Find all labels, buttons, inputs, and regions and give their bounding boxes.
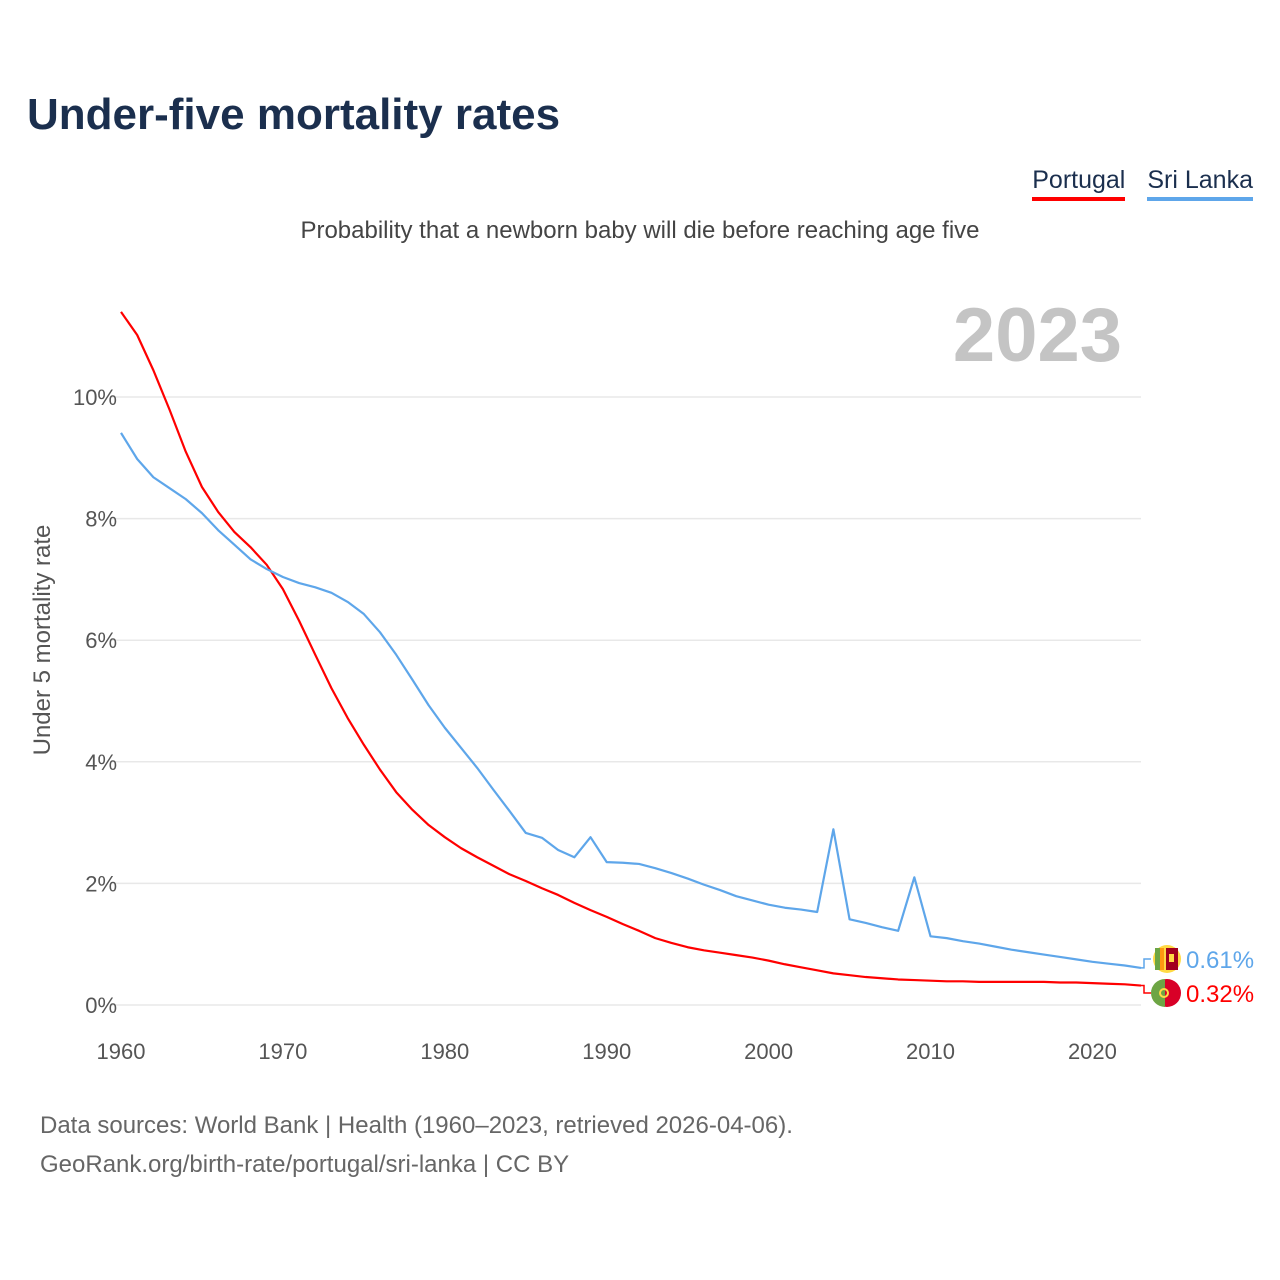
x-tick-label: 2020: [1068, 1039, 1117, 1064]
connector-line: [1141, 984, 1151, 994]
portugal-flag-icon: [1151, 979, 1181, 1007]
sri-lanka-flag-icon: [1153, 945, 1181, 973]
x-tick-label: 1970: [258, 1039, 307, 1064]
chart-title: Under-five mortality rates: [27, 90, 561, 139]
end-value-label: 0.32%: [1186, 981, 1254, 1008]
flag-green: [1151, 979, 1165, 1007]
x-tick-label: 1990: [582, 1039, 631, 1064]
source-link[interactable]: GeoRank.org/birth-rate/portugal/sri-lank…: [40, 1151, 570, 1178]
y-axis-label: Under 5 mortality rate: [29, 525, 56, 756]
flag-orange: [1160, 948, 1164, 970]
x-tick-label: 2010: [906, 1039, 955, 1064]
source-line: Data sources: World Bank | Health (1960–…: [40, 1112, 793, 1139]
legend: Portugal Sri Lanka: [1032, 166, 1253, 201]
x-tick-label: 2000: [744, 1039, 793, 1064]
x-tick-label: 1980: [420, 1039, 469, 1064]
y-tick-label: 2%: [85, 871, 117, 896]
connector-line: [1141, 958, 1151, 969]
series-line-sri-lanka: [120, 432, 1142, 969]
y-tick-label: 4%: [85, 750, 117, 775]
chart-subtitle: Probability that a newborn baby will die…: [300, 217, 980, 244]
flag-emblem: [1159, 988, 1169, 998]
y-tick-label: 8%: [85, 507, 117, 532]
x-tick-label: 1960: [97, 1039, 146, 1064]
sources: Data sources: World Bank | Health (1960–…: [40, 1106, 793, 1184]
legend-item-portugal[interactable]: Portugal: [1032, 166, 1126, 201]
legend-item-sri-lanka[interactable]: Sri Lanka: [1147, 166, 1253, 201]
flag-green: [1155, 948, 1160, 970]
y-tick-label: 0%: [85, 993, 117, 1018]
end-value-label: 0.61%: [1186, 947, 1254, 974]
flag-lion: [1169, 954, 1174, 962]
year-label: 2023: [952, 293, 1122, 378]
series-line-portugal: [120, 311, 1142, 987]
y-tick-label: 6%: [85, 628, 117, 653]
y-tick-label: 10%: [73, 385, 117, 410]
